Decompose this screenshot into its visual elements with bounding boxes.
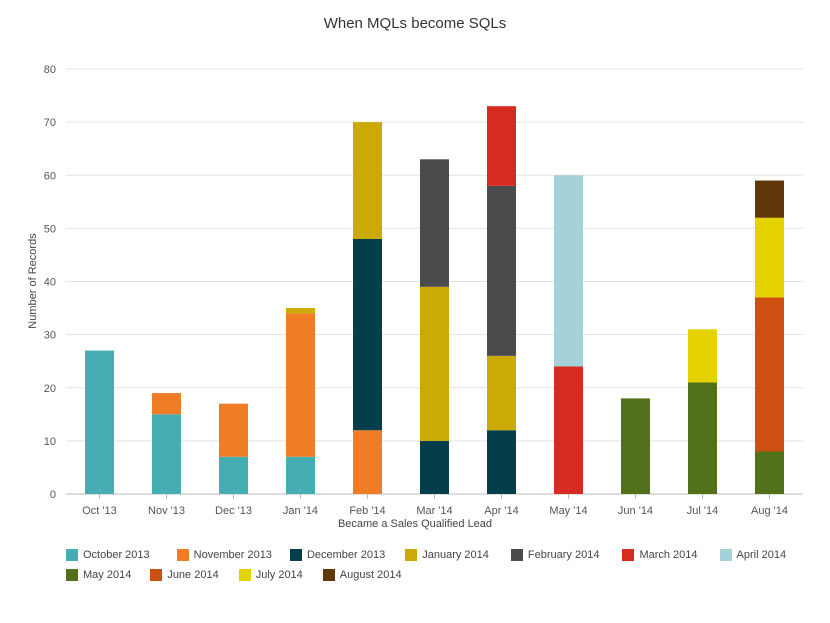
y-tick-label: 80 [44, 64, 56, 76]
legend-swatch [238, 569, 251, 581]
bar-segment[interactable] [353, 239, 382, 431]
x-tick-label: Nov '13 [148, 505, 185, 517]
chart-title: When MQLs become SQLs [324, 15, 507, 32]
x-tick-label: Jul '14 [687, 505, 718, 517]
legend-label: December 2013 [306, 549, 386, 561]
bar-segment[interactable] [152, 414, 181, 494]
bar-segment[interactable] [85, 350, 114, 494]
legend-swatch [289, 549, 302, 561]
legend-swatch [322, 569, 335, 581]
legend-swatch [405, 549, 418, 561]
bars [85, 106, 784, 494]
y-axis-title: Number of Records [27, 233, 39, 329]
legend-item[interactable]: May 2014 [66, 568, 131, 582]
legend-item[interactable]: August 2014 [322, 568, 402, 582]
x-tick-label: Aug '14 [751, 505, 788, 517]
bar-segment[interactable] [487, 430, 516, 494]
legend-swatch [150, 569, 163, 581]
y-tick-label: 70 [44, 117, 56, 129]
legend-label: January 2014 [422, 549, 489, 561]
bar-segment[interactable] [286, 456, 315, 494]
bar-segment[interactable] [152, 393, 181, 415]
bar-segment[interactable] [755, 297, 784, 452]
legend-swatch [66, 569, 78, 581]
bar-segment[interactable] [219, 403, 248, 457]
legend-label: August 2014 [339, 569, 402, 581]
legend-swatch [510, 549, 523, 561]
legend-item[interactable]: July 2014 [238, 568, 303, 582]
bar-segment[interactable] [554, 366, 583, 495]
legend-label: March 2014 [639, 549, 698, 561]
legend-swatch [719, 549, 732, 561]
x-tick-label: Feb '14 [349, 505, 385, 517]
bar-segment[interactable] [219, 456, 248, 494]
y-tick-label: 40 [44, 277, 56, 289]
bar-segment[interactable] [621, 398, 650, 494]
bar-segment[interactable] [487, 355, 516, 431]
legend-label: February 2014 [527, 549, 600, 561]
legend-item[interactable]: December 2013 [289, 548, 386, 562]
y-tick-label: 60 [44, 170, 56, 182]
x-tick-label: May '14 [549, 505, 587, 517]
legend-item[interactable]: March 2014 [622, 548, 698, 562]
legend-label: June 2014 [167, 569, 219, 581]
bar-segment[interactable] [420, 159, 449, 287]
legend-item[interactable]: November 2013 [176, 548, 272, 562]
bar-segment[interactable] [353, 430, 382, 494]
bar-segment[interactable] [286, 308, 315, 314]
x-axis-title: Became a Sales Qualified Lead [338, 518, 492, 530]
x-tick-label: Apr '14 [484, 505, 519, 517]
bar-segment[interactable] [755, 217, 784, 298]
y-tick-label: 50 [44, 223, 56, 235]
legend-item[interactable]: June 2014 [150, 568, 219, 582]
y-tick-label: 30 [44, 330, 56, 342]
legend-label: May 2014 [83, 569, 132, 581]
bar-segment[interactable] [688, 382, 717, 494]
bar-segment[interactable] [554, 175, 583, 367]
legend-item[interactable]: October 2013 [66, 548, 150, 562]
bar-segment[interactable] [286, 313, 315, 457]
legend-label: July 2014 [255, 569, 303, 581]
x-tick-label: Dec '13 [215, 505, 252, 517]
legend-swatch [176, 549, 189, 561]
legend-label: October 2013 [83, 549, 150, 561]
bar-segment[interactable] [487, 106, 516, 186]
x-tick-label: Mar '14 [416, 505, 452, 517]
legend-label: November 2013 [193, 549, 272, 561]
legend-swatch [66, 549, 78, 561]
bar-segment[interactable] [420, 286, 449, 441]
y-tick-label: 0 [50, 489, 56, 501]
y-tick-label: 10 [44, 436, 56, 448]
legend-item[interactable]: January 2014 [405, 548, 489, 562]
legend-swatch [622, 549, 635, 561]
bar-segment[interactable] [353, 122, 382, 239]
x-tick-label: Jan '14 [283, 505, 318, 517]
bar-segment[interactable] [420, 440, 449, 494]
bar-segment[interactable] [487, 185, 516, 356]
y-tick-label: 20 [44, 383, 56, 395]
legend-label: April 2014 [736, 549, 787, 561]
y-axis-ticks: 0 10 20 30 40 50 60 70 80 [44, 64, 56, 501]
bar-segment[interactable] [688, 329, 717, 383]
legend-item[interactable]: February 2014 [510, 548, 600, 562]
legend: October 2013 November 2013 December 2013 Ja… [66, 548, 806, 588]
stacked-bar-chart: When MQLs become SQLs 01020304050607080 … [27, 15, 803, 530]
x-tick-label: Oct '13 [82, 505, 117, 517]
bar-segment[interactable] [755, 180, 784, 218]
legend-item[interactable]: April 2014 [719, 548, 787, 562]
x-axis-ticks: Oct '13 Nov '13 Dec '13 Jan '14 Feb '14 Mar '… [82, 494, 788, 517]
bar-segment[interactable] [755, 451, 784, 495]
x-tick-label: Jun '14 [618, 505, 653, 517]
